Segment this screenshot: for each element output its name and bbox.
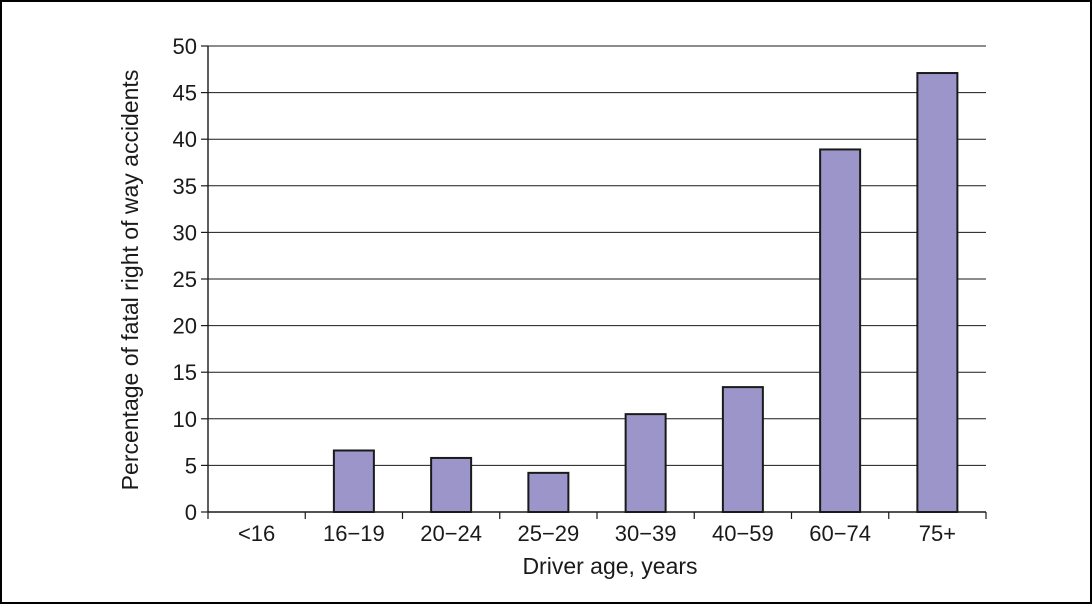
bars bbox=[332, 72, 959, 514]
bar-4 bbox=[624, 413, 667, 514]
y-tick-label-25: 25 bbox=[173, 267, 197, 292]
x-tick-label-5: 40−59 bbox=[712, 521, 774, 546]
x-tick-label-6: 60−74 bbox=[809, 521, 871, 546]
bar-6 bbox=[819, 148, 862, 513]
y-tick-label-5: 5 bbox=[185, 453, 197, 478]
y-tick-label-20: 20 bbox=[173, 314, 197, 339]
bar-5 bbox=[721, 386, 764, 513]
y-tick-label-10: 10 bbox=[173, 407, 197, 432]
y-tick-label-40: 40 bbox=[173, 127, 197, 152]
x-axis-label: Driver age, years bbox=[522, 553, 697, 579]
bar-1 bbox=[332, 449, 375, 514]
y-tick-label-15: 15 bbox=[173, 360, 197, 385]
bar-2 bbox=[430, 456, 473, 513]
y-axis-label: Percentage of fatal right of way acciden… bbox=[117, 70, 143, 491]
x-tick-label-7: 75+ bbox=[919, 521, 956, 546]
bar-7 bbox=[916, 72, 959, 513]
x-tick-label-1: 16−19 bbox=[323, 521, 385, 546]
y-tick-label-30: 30 bbox=[173, 220, 197, 245]
x-tick-label-4: 30−39 bbox=[615, 521, 677, 546]
x-tick-label-2: 20−24 bbox=[420, 521, 482, 546]
x-tick-labels: <16 16−19 20−24 25−29 30−39 40−59 60−74 75+ bbox=[238, 521, 956, 546]
y-tick-label-50: 50 bbox=[173, 34, 197, 59]
y-tick-label-0: 0 bbox=[185, 500, 197, 525]
y-tick-label-45: 45 bbox=[173, 81, 197, 106]
y-tick-label-35: 35 bbox=[173, 174, 197, 199]
bar-3 bbox=[527, 471, 570, 513]
y-tick-labels: 0 5 10 15 20 25 30 35 40 45 50 bbox=[173, 34, 197, 525]
x-tick-label-3: 25−29 bbox=[517, 521, 579, 546]
x-tick-label-0: <16 bbox=[238, 521, 275, 546]
